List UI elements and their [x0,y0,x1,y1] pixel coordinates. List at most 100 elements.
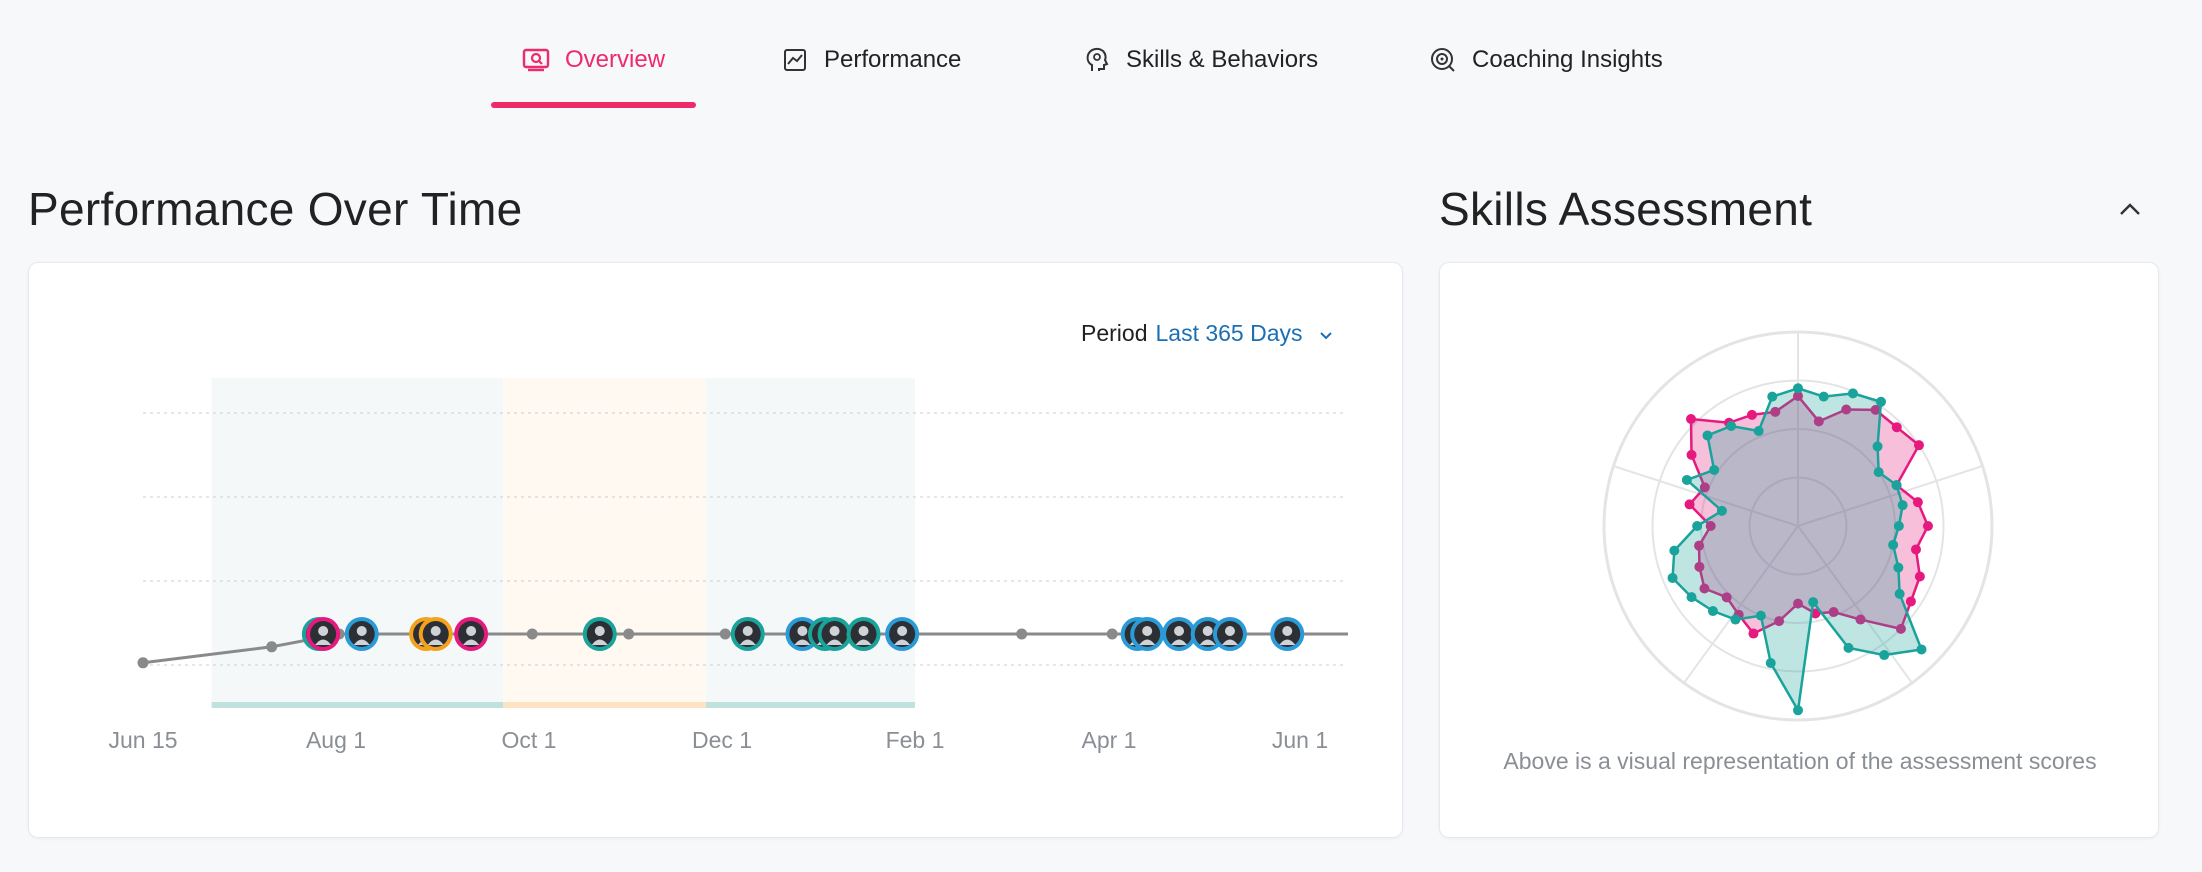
period-band-bar [705,702,915,708]
radar-point [1913,440,1924,451]
avatar-body [591,639,608,645]
radar-point [1684,499,1695,510]
radar-point [1870,404,1881,415]
avatar-body [794,639,811,645]
radar-point [1894,588,1905,599]
avatar-head [594,626,605,636]
radar-point [1686,449,1697,460]
avatar-head [897,626,908,636]
collapse-button[interactable] [2112,193,2148,229]
radar-point [1686,592,1697,603]
x-tick-label: Jun 15 [108,727,177,753]
radar-point [1705,521,1716,531]
avatar-head [1224,626,1235,636]
line-point [719,628,731,640]
radar-point [1793,705,1803,716]
radar-point [1721,592,1732,603]
avatar-body [894,639,911,645]
radar-point [1774,616,1785,627]
radar-point [1746,409,1757,420]
avatar-body [427,639,444,645]
period-band-bar [503,702,706,708]
radar-point [1770,406,1781,417]
radar-point [1912,497,1923,508]
radar-point [1667,572,1678,583]
radar-point [1694,561,1705,572]
radar-point [1843,642,1854,653]
radar-point [1707,606,1718,617]
radar-point [1669,545,1680,556]
avatar-head [1202,626,1213,636]
avatar-body [826,639,843,645]
performance-chart: Jun 15 Aug 1 Oct 1 Dec 1 Feb 1 Apr 1 Jun 1 [108,378,1348,753]
tab-performance[interactable]: Performance [780,40,961,80]
performance-title: Performance Over Time [28,183,523,235]
x-tick-label: Aug 1 [306,727,366,753]
avatar-head [742,626,753,636]
avatar-body [1171,639,1188,645]
period-band [211,378,504,704]
active-tab-indicator [491,102,696,108]
tab-coaching-insights[interactable]: Coaching Insights [1428,40,1663,80]
tab-label: Skills & Behaviors [1126,46,1319,73]
radar-point [1730,614,1741,625]
radar-point [1755,610,1766,621]
x-tick-label: Jun 1 [1272,727,1328,753]
tab-skills-behaviors[interactable]: Skills & Behaviors [1082,40,1318,80]
radar-point [1692,521,1703,531]
line-point [266,641,278,653]
radar-axis [1797,465,1983,527]
period-band [503,378,706,704]
avatar-head [1142,626,1153,636]
line-point [137,657,149,669]
avatar-body [463,639,480,645]
radar-point [1699,583,1710,594]
avatar-body [1199,639,1216,645]
radar-point [1893,521,1904,531]
avatar-body [1221,639,1238,645]
avatar-body [739,639,756,645]
radar-point [1793,391,1803,402]
radar-point [1767,391,1778,402]
avatar-head [356,626,367,636]
radar-point [1872,441,1883,452]
line-point [526,628,538,640]
overview-icon [521,45,551,75]
radar-point [1808,597,1819,608]
x-tick-label: Feb 1 [886,727,945,753]
skills-radar-chart [1602,330,1994,722]
avatar-body [855,639,872,645]
chevron-down-icon [1319,320,1333,347]
radar-point [1681,474,1692,485]
radar-point [1875,396,1886,407]
radar-point [1716,505,1727,516]
radar-point [1897,500,1908,511]
radar-point [1855,614,1866,625]
tab-label: Coaching Insights [1472,46,1663,73]
radar-point [1905,596,1916,607]
radar-point [1916,644,1927,655]
tab-overview[interactable]: Overview [521,40,665,80]
period-band [705,378,915,704]
radar-point [1793,598,1803,609]
radar-axis [1683,525,1799,684]
period-selector[interactable]: Period Last 365 Days [1081,320,1333,347]
avatar-head [466,626,477,636]
avatar-head [1174,626,1185,636]
head-gear-icon [1082,45,1112,75]
avatar-head [797,626,808,636]
radar-point [1748,628,1759,639]
avatar-body [353,639,370,645]
radar-point [1765,657,1776,668]
avatar-head [829,626,840,636]
avatar-head [1282,626,1293,636]
line-point [1106,628,1118,640]
radar-point [1726,420,1737,431]
x-tick-label: Dec 1 [692,727,752,753]
tab-label: Overview [565,46,666,73]
avatar-body [1279,639,1296,645]
x-tick-label: Oct 1 [502,727,557,753]
radar-point [1891,422,1902,433]
radar-point [1793,383,1803,394]
x-tick-label: Apr 1 [1082,727,1137,753]
